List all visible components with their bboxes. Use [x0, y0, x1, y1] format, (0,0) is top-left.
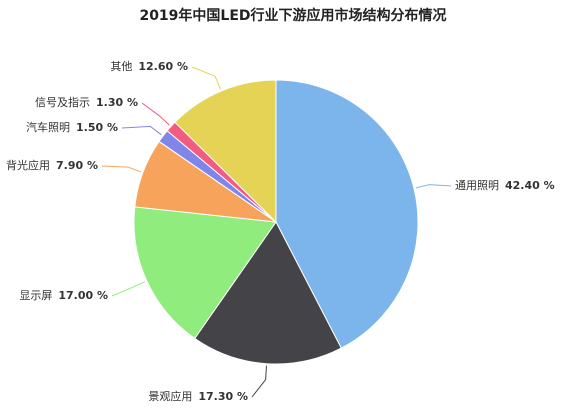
- data-label: 其他 12.60 %: [110, 60, 188, 73]
- label-name: 景观应用: [148, 389, 192, 403]
- connector: [251, 365, 268, 398]
- connector: [191, 66, 221, 90]
- pie-slice: [133, 206, 277, 340]
- connector: [121, 125, 162, 136]
- label-value: 12.60 %: [138, 60, 188, 73]
- label-value: 7.90 %: [56, 159, 98, 172]
- label-name: 信号及指示: [35, 95, 90, 109]
- label-name: 通用照明: [455, 179, 499, 192]
- label-value: 42.40 %: [505, 179, 555, 192]
- pie-slice: [174, 79, 277, 224]
- connector: [101, 165, 142, 173]
- data-label: 显示屏 17.00 %: [19, 289, 108, 302]
- data-label: 背光应用 7.90 %: [6, 158, 98, 172]
- data-label: 信号及指示 1.30 %: [35, 95, 138, 109]
- pie-slice: [275, 79, 419, 349]
- data-label: 通用照明 42.40 %: [455, 179, 555, 192]
- label-value: 1.50 %: [76, 121, 118, 134]
- data-label: 汽车照明 1.50 %: [26, 120, 118, 134]
- connector: [141, 102, 170, 126]
- data-label: 景观应用 17.30 %: [148, 389, 248, 403]
- label-value: 17.30 %: [198, 390, 248, 403]
- label-name: 显示屏: [19, 289, 52, 302]
- pie-slice: [194, 221, 342, 365]
- label-name: 汽车照明: [26, 120, 70, 134]
- connector: [415, 184, 452, 189]
- label-name: 其他: [110, 60, 132, 73]
- chart-title: 2019年中国LED行业下游应用市场结构分布情况: [139, 7, 446, 24]
- label-name: 背光应用: [6, 158, 50, 172]
- label-value: 17.00 %: [58, 289, 108, 302]
- label-value: 1.30 %: [96, 96, 138, 109]
- connector: [111, 281, 146, 297]
